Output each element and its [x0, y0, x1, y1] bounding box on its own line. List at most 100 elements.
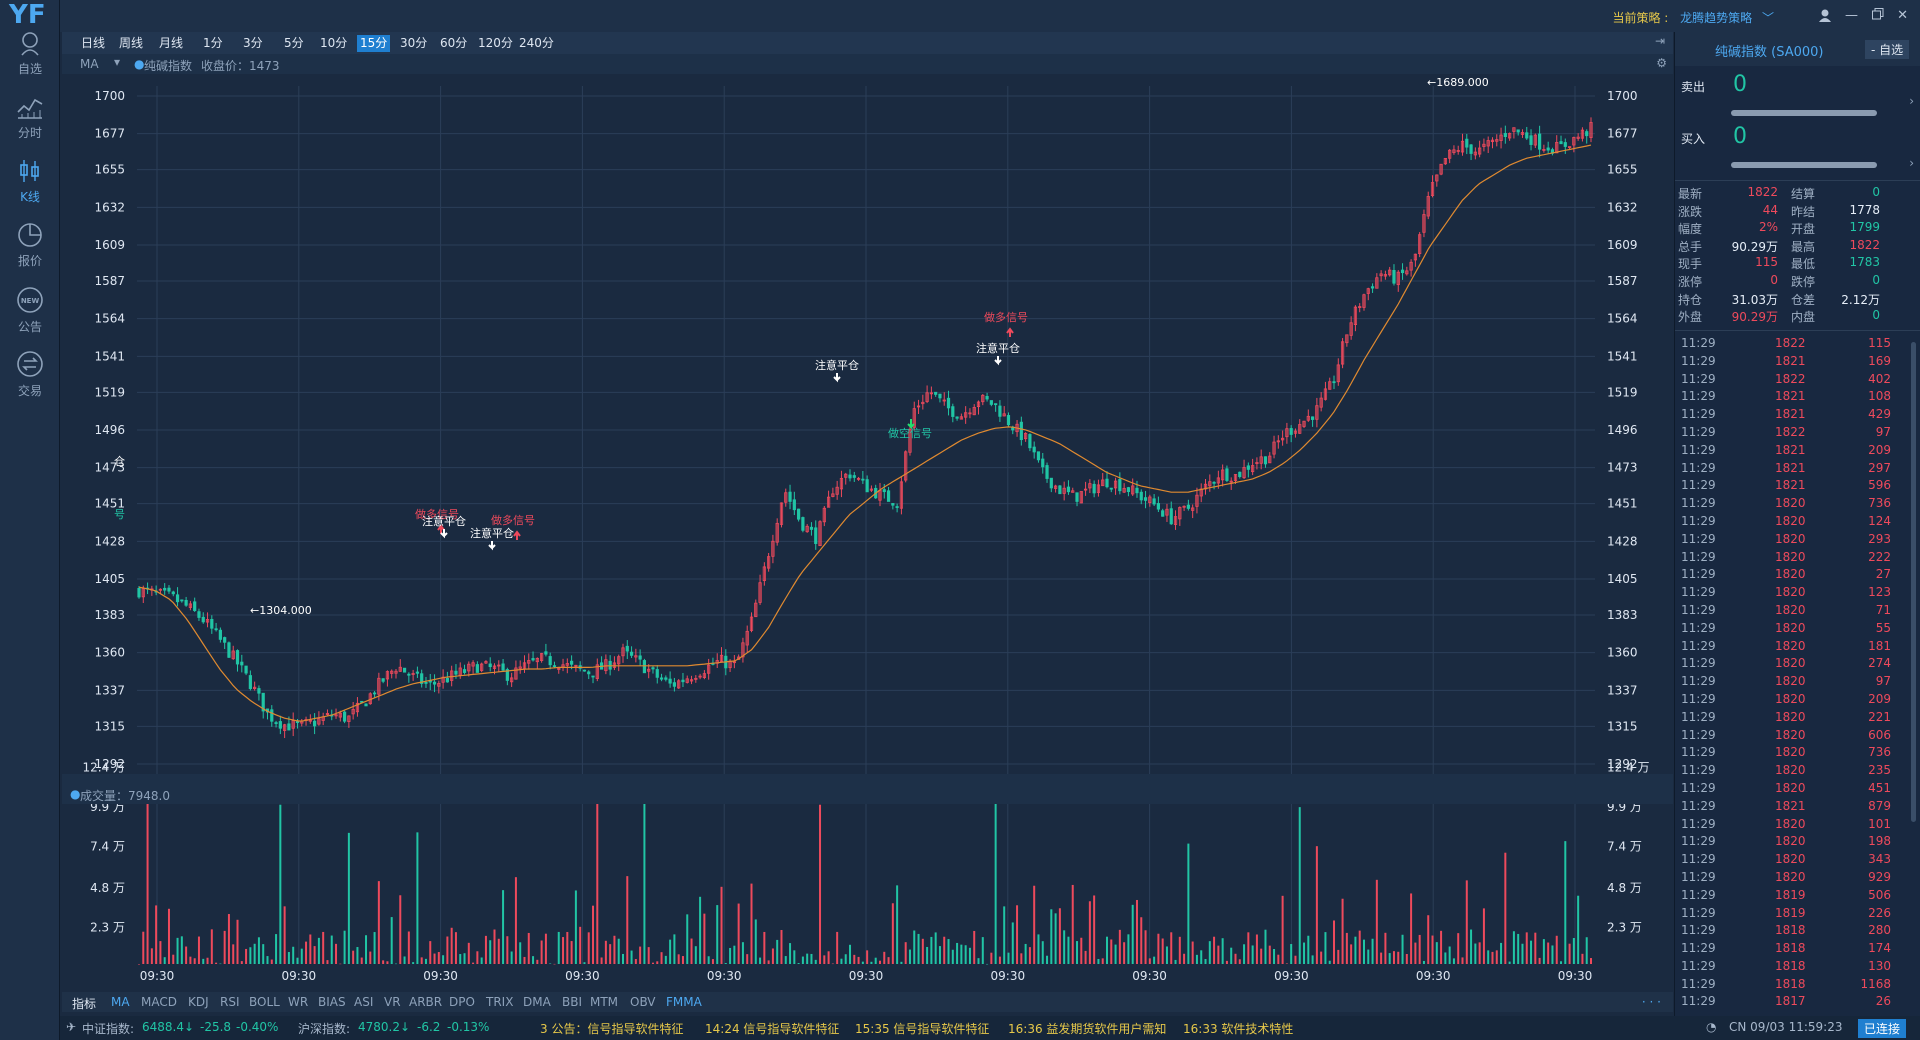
tab-bias[interactable]: BIAS	[318, 995, 346, 1009]
tab-macd[interactable]: MACD	[141, 995, 177, 1009]
gear-icon[interactable]: ⚙	[1656, 56, 1667, 70]
tab-bbi[interactable]: BBI	[562, 995, 583, 1009]
chart-svg: 1700 1700 1677 1677 1655 1655 1632 1632 1609 1609…	[62, 76, 1673, 983]
ma-selector[interactable]: MA	[80, 57, 99, 71]
volume-bar	[1341, 898, 1344, 964]
annotations: ←1689.000←1304.000做多信号注意平仓注意平仓做多信号注意平仓做空…	[114, 76, 1489, 617]
volume-bar	[604, 940, 607, 964]
tick-row: 11:29 1821 108	[1675, 387, 1920, 405]
tf-weekly[interactable]: 周线	[119, 36, 144, 50]
tab-boll[interactable]: BOLL	[249, 995, 280, 1009]
nav-item-kline[interactable]: K线	[0, 154, 60, 216]
news-item[interactable]: 15:35 信号指导软件特征	[855, 1022, 990, 1036]
chevron-down-icon[interactable]: ▾	[114, 55, 121, 69]
volume-bar	[1230, 947, 1233, 964]
volume-bar	[442, 955, 445, 964]
tf-1m[interactable]: 1分	[203, 36, 223, 50]
nav-item-intraday[interactable]: 分时	[0, 90, 60, 152]
tab-fmma[interactable]: FMMA	[666, 995, 702, 1009]
tab-mtm[interactable]: MTM	[590, 995, 619, 1009]
news-item[interactable]: 16:33 软件技术特性	[1183, 1022, 1294, 1036]
news-item[interactable]: 14:24 信号指导软件特征	[705, 1022, 840, 1036]
tab-trix[interactable]: TRIX	[486, 995, 514, 1009]
time-tick-label: 09:30	[707, 969, 742, 983]
tf-daily[interactable]: 日线	[81, 36, 106, 50]
volume-bar	[1572, 937, 1575, 964]
tf-120m[interactable]: 120分	[478, 36, 513, 50]
tab-asi[interactable]: ASI	[354, 995, 374, 1009]
volume-bar	[1238, 959, 1241, 964]
more-icon[interactable]: · · ·	[1641, 995, 1661, 1009]
candle-body	[762, 566, 766, 581]
candle-body	[235, 650, 240, 665]
tf-30m[interactable]: 30分	[400, 36, 428, 50]
close-icon[interactable]: ✕	[1897, 8, 1908, 23]
volume-bar	[172, 954, 175, 964]
candle-body	[1165, 508, 1169, 516]
restore-icon[interactable]	[1872, 8, 1884, 24]
tick-time: 11:29	[1681, 709, 1716, 724]
volume-bar	[707, 956, 710, 964]
candle-body	[317, 718, 321, 725]
volume-bar	[836, 931, 839, 964]
volume-bar	[801, 956, 804, 964]
tick-row: 11:29 1818 1168	[1675, 975, 1920, 993]
tick-price: 1818	[1775, 923, 1806, 938]
tab-rsi[interactable]: RSI	[220, 995, 240, 1009]
strategy-selector[interactable]: 当前策略 : 龙腾趋势策略 ﹀	[1612, 9, 1774, 26]
candle-body	[1036, 451, 1041, 461]
tf-240m[interactable]: 240分	[519, 36, 554, 50]
volume-bar	[150, 948, 153, 964]
tab-kdj[interactable]: KDJ	[188, 995, 209, 1009]
tf-10m[interactable]: 10分	[320, 36, 348, 50]
candle-body	[1229, 480, 1233, 483]
tab-dma[interactable]: DMA	[523, 995, 551, 1009]
minimize-icon[interactable]: —	[1845, 8, 1858, 23]
buy-bar	[1731, 162, 1877, 168]
volume-bar	[741, 942, 744, 964]
tab-ma[interactable]: MA	[111, 995, 130, 1009]
add-watchlist-button[interactable]: - 自选	[1865, 40, 1910, 59]
volume-bar	[335, 943, 338, 964]
collapse-icon[interactable]: ⇥	[1654, 34, 1665, 48]
nav-item-quotes[interactable]: 报价	[0, 218, 60, 280]
nav-item-watchlist[interactable]: 自选	[0, 26, 60, 88]
tick-scrollbar[interactable]	[1911, 342, 1916, 822]
candle-body	[385, 671, 390, 680]
tf-60m[interactable]: 60分	[440, 36, 468, 50]
tick-volume: 209	[1868, 691, 1891, 706]
nav-item-notices[interactable]: NEW 公告	[0, 282, 60, 344]
volume-bar	[540, 940, 543, 964]
volume-bar	[694, 946, 697, 964]
nav-label: 公告	[17, 320, 42, 334]
tick-row: 11:29 1820 274	[1675, 654, 1920, 672]
scroll-right-icon[interactable]: ›	[1909, 94, 1914, 108]
candle-body	[994, 403, 998, 406]
news-item[interactable]: 16:36 益发期货软件用户需知	[1008, 1022, 1167, 1036]
volume-bar	[1521, 943, 1524, 964]
tf-monthly[interactable]: 月线	[159, 36, 184, 50]
bell-icon[interactable]: ◔	[1706, 1020, 1717, 1034]
pin-icon[interactable]: ✈	[66, 1020, 77, 1034]
tf-15m[interactable]: 15分	[357, 35, 391, 52]
volume-bar	[424, 958, 427, 964]
tab-dpo[interactable]: DPO	[449, 995, 475, 1009]
scroll-right-icon[interactable]: ›	[1909, 156, 1914, 170]
tab-arbr[interactable]: ARBR	[409, 995, 443, 1009]
news-item[interactable]: 3 公告：信号指导软件特征	[540, 1022, 684, 1036]
tf-3m[interactable]: 3分	[243, 36, 263, 50]
tab-wr[interactable]: WR	[288, 995, 309, 1009]
user-icon[interactable]	[1818, 8, 1832, 26]
nav-item-trade[interactable]: 交易	[0, 346, 60, 408]
tab-vr[interactable]: VR	[384, 995, 401, 1009]
tab-obv[interactable]: OBV	[630, 995, 656, 1009]
tick-volume: 606	[1868, 727, 1891, 742]
volume-bar	[1555, 935, 1558, 964]
quote-label: 结算	[1791, 187, 1816, 201]
nav-label: 交易	[17, 384, 42, 398]
time-tick-label: 09:30	[423, 969, 458, 983]
candle-body	[861, 478, 865, 481]
main-chart[interactable]: 1700 1700 1677 1677 1655 1655 1632 1632 1609 1609…	[62, 74, 1673, 992]
tf-5m[interactable]: 5分	[284, 36, 304, 50]
volume-bar	[1397, 951, 1400, 964]
